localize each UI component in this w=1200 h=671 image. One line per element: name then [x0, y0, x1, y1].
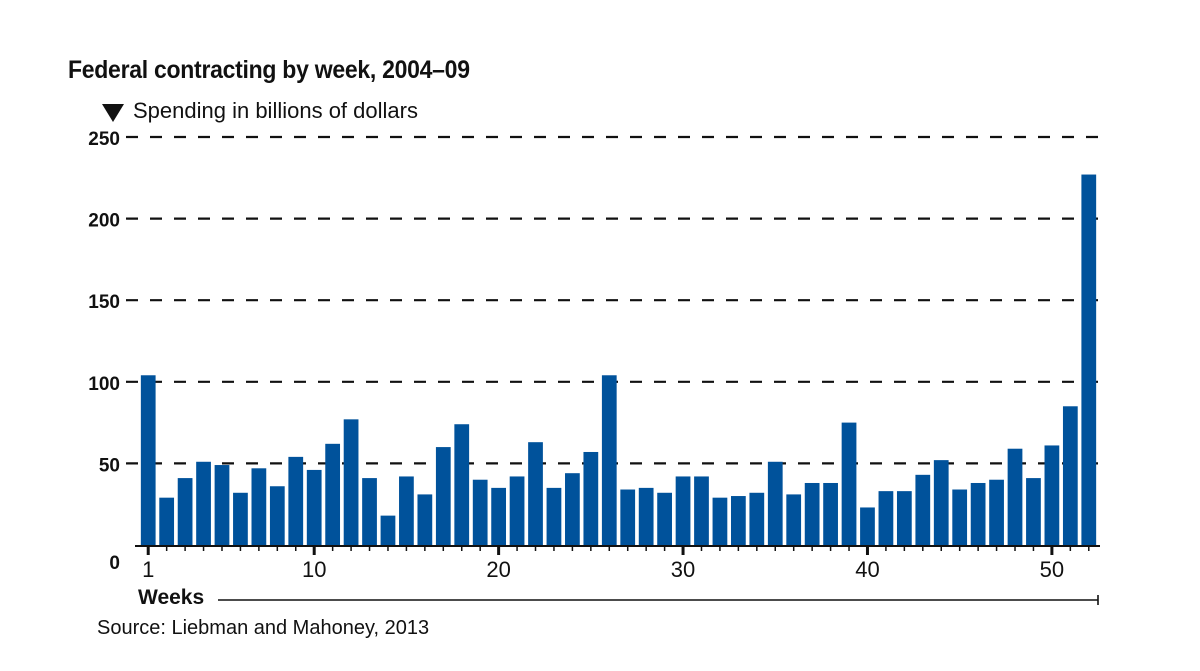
x-tick-label: 50: [1040, 557, 1064, 582]
x-tick-label: 10: [302, 557, 326, 582]
bar: [233, 492, 248, 545]
chart-title: Federal contracting by week, 2004–09: [68, 56, 470, 84]
bar: [712, 497, 728, 545]
bar: [638, 487, 654, 545]
bar: [472, 479, 488, 545]
bar: [177, 478, 193, 545]
bar: [140, 375, 156, 545]
y-tick-label: 100: [88, 374, 120, 395]
bar: [380, 515, 396, 545]
bar: [1062, 406, 1078, 545]
bar: [1081, 174, 1097, 545]
bar: [454, 424, 470, 545]
bar: [583, 451, 599, 545]
bar: [989, 479, 1004, 545]
x-tick-label: 40: [855, 557, 879, 582]
bar: [435, 447, 451, 545]
bar: [1044, 445, 1060, 545]
y-tick-label: 200: [88, 211, 120, 232]
chart-subtitle: Spending in billions of dollars: [102, 98, 418, 124]
bar: [491, 487, 507, 545]
source-note: Source: Liebman and Mahoney, 2013: [97, 617, 430, 639]
bar: [509, 476, 525, 545]
bar: [823, 482, 838, 545]
bar: [970, 482, 986, 545]
bar: [915, 474, 931, 545]
bar: [528, 442, 543, 545]
bar: [804, 482, 820, 545]
bar: [694, 476, 709, 545]
y-tick-label: 0: [109, 553, 120, 574]
y-tick-label: 250: [88, 129, 120, 150]
bar: [399, 476, 414, 545]
x-tick-label: 20: [486, 557, 510, 582]
bar: [878, 491, 894, 545]
bar: [362, 478, 377, 545]
bar: [251, 468, 267, 545]
bar: [196, 461, 211, 545]
bar: [343, 419, 359, 545]
bar: [601, 375, 617, 545]
bar: [841, 422, 857, 545]
bar: [417, 494, 433, 545]
bar: [786, 494, 802, 545]
x-tick-label: 1: [142, 557, 154, 582]
bar: [325, 443, 341, 545]
bar: [952, 489, 968, 545]
bar: [269, 486, 285, 545]
bar: [306, 469, 322, 545]
bar: [288, 456, 304, 545]
y-tick-label: 50: [99, 455, 120, 476]
bar: [620, 489, 636, 545]
x-tick-label: 30: [671, 557, 695, 582]
bar: [1026, 478, 1041, 545]
bar: [675, 476, 691, 545]
triangle-down-icon: [102, 104, 124, 122]
bar: [546, 487, 562, 545]
bar: [749, 492, 765, 545]
y-axis-label: Spending in billions of dollars: [133, 98, 418, 123]
bar: [730, 496, 746, 545]
bar: [159, 497, 175, 545]
bar: [657, 492, 672, 545]
x-axis-title: Weeks: [138, 586, 204, 609]
bar: [860, 507, 875, 545]
bar: [896, 491, 912, 545]
y-tick-label: 150: [88, 292, 120, 313]
bar: [767, 461, 783, 545]
bar: [565, 473, 580, 545]
bar: [1007, 448, 1023, 545]
bar: [933, 460, 949, 545]
bar: [214, 465, 230, 545]
